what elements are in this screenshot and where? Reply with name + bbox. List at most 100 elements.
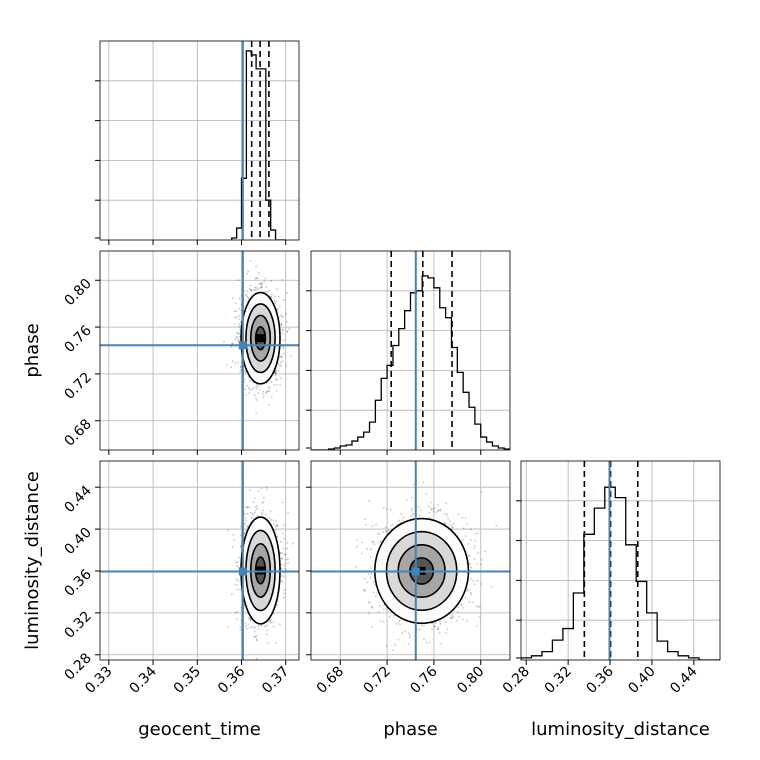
sample-point xyxy=(399,623,401,626)
sample-point xyxy=(281,332,284,335)
sample-point xyxy=(382,621,385,623)
sample-point xyxy=(389,508,392,511)
y-tick-label-phase-2: 0.76 xyxy=(61,323,94,356)
sample-point xyxy=(240,525,242,528)
sample-point xyxy=(430,507,433,509)
sample-point xyxy=(231,342,234,345)
sample-point xyxy=(270,519,273,521)
scatter-panel-geocent_time-phase: 0.680.720.760.80 xyxy=(61,250,300,455)
histogram-phase xyxy=(311,275,510,450)
y-tick-label-phase-0: 0.68 xyxy=(61,416,94,449)
sample-point xyxy=(244,378,247,380)
sample-point xyxy=(447,517,449,520)
sample-point xyxy=(420,624,423,627)
sample-point xyxy=(255,265,257,268)
sample-point xyxy=(246,512,249,515)
sample-point xyxy=(398,519,400,522)
sample-point xyxy=(263,665,265,667)
sample-point xyxy=(245,394,248,396)
sample-point xyxy=(280,540,282,543)
sample-point xyxy=(240,534,242,537)
sample-point xyxy=(451,616,454,619)
panel-frame-phase xyxy=(310,250,511,451)
sample-point xyxy=(470,592,472,594)
sample-point xyxy=(270,295,272,298)
sample-point xyxy=(268,290,271,292)
sample-point xyxy=(245,300,248,303)
sample-point xyxy=(376,532,379,535)
sample-point xyxy=(237,361,240,364)
sample-point xyxy=(262,393,265,395)
sample-point xyxy=(282,532,284,535)
sample-point xyxy=(275,525,277,528)
sample-point xyxy=(400,513,403,515)
sample-point xyxy=(476,532,479,535)
sample-point xyxy=(275,378,278,381)
sample-point xyxy=(437,509,439,512)
x-tick-label-geocent_time-4: 0.37 xyxy=(259,664,292,697)
sample-point xyxy=(270,296,273,299)
y-tick-label-phase-1: 0.72 xyxy=(61,369,94,402)
sample-point xyxy=(382,608,385,611)
histogram-luminosity_distance xyxy=(521,486,720,660)
sample-point xyxy=(253,288,256,291)
sample-point xyxy=(387,529,390,532)
sample-point xyxy=(245,625,248,628)
sample-point xyxy=(244,505,247,508)
sample-point xyxy=(443,513,446,515)
panel-frame-geocent_time-luminosity_distance xyxy=(99,460,300,661)
sample-point xyxy=(260,286,263,289)
sample-point xyxy=(254,627,257,629)
sample-point xyxy=(265,633,268,636)
sample-point xyxy=(445,512,448,515)
sample-point xyxy=(238,314,240,317)
sample-point xyxy=(275,288,278,291)
sample-point xyxy=(282,329,285,332)
sample-point xyxy=(470,577,472,580)
sample-point xyxy=(460,603,463,606)
sample-point xyxy=(434,622,437,624)
sample-point xyxy=(244,622,247,625)
sample-point xyxy=(246,525,249,528)
y-axis-label-luminosity_distance: luminosity_distance xyxy=(22,471,43,650)
sample-point xyxy=(260,282,263,284)
sample-point xyxy=(473,558,476,560)
sample-point xyxy=(275,372,277,375)
sample-point xyxy=(233,316,236,319)
contour-3 xyxy=(254,556,267,585)
sample-point xyxy=(259,287,262,289)
sample-point xyxy=(472,580,475,582)
sample-point xyxy=(281,278,284,281)
sample-point xyxy=(247,623,250,626)
sample-point xyxy=(375,523,377,526)
sample-point xyxy=(239,321,242,323)
hist-inner-geocent_time xyxy=(231,41,286,240)
x-tick-label-luminosity_distance-4: 0.44 xyxy=(667,663,700,696)
sample-point xyxy=(248,386,251,389)
sample-point xyxy=(281,552,284,554)
sample-point xyxy=(273,383,276,386)
sample-point xyxy=(431,628,433,630)
sample-point xyxy=(475,605,478,608)
sample-point xyxy=(234,302,237,305)
sample-point xyxy=(425,641,427,644)
sample-point xyxy=(408,632,410,635)
sample-point xyxy=(253,286,256,289)
sample-point xyxy=(279,552,282,555)
sample-point xyxy=(280,567,283,570)
sample-point xyxy=(476,579,479,582)
sample-point xyxy=(233,310,236,313)
sample-point xyxy=(369,556,372,558)
sample-point xyxy=(249,259,252,262)
sample-point xyxy=(240,309,243,312)
sample-point xyxy=(245,627,248,630)
sample-point xyxy=(246,526,248,528)
sample-point xyxy=(448,524,451,526)
sample-point xyxy=(276,604,278,606)
sample-point xyxy=(249,511,252,514)
sample-point xyxy=(251,512,254,515)
sample-point xyxy=(230,346,233,349)
sample-point xyxy=(266,624,269,627)
sample-point xyxy=(240,606,243,609)
sample-point xyxy=(225,363,228,366)
